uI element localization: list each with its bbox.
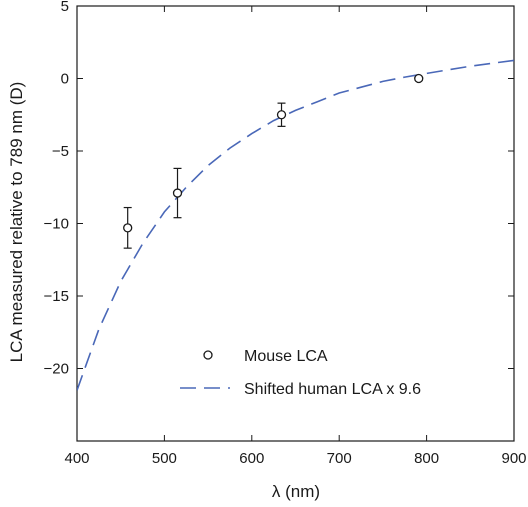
x-tick-label: 900 — [501, 450, 526, 467]
x-tick-label: 500 — [152, 450, 177, 467]
mouse-lca-point — [414, 73, 424, 84]
y-tick-label: −15 — [44, 288, 69, 305]
mouse-lca-point — [172, 188, 183, 198]
x-tick-label: 400 — [64, 450, 89, 467]
legend: Mouse LCA Shifted human LCA x 9.6 — [180, 348, 421, 398]
human-lca-line — [77, 59, 514, 391]
y-tick-label: 0 — [61, 71, 69, 88]
y-tick-label: −20 — [44, 361, 69, 378]
y-axis: 5 0 −5 −10 −15 −20 — [44, 0, 514, 378]
mouse-lca-series — [123, 73, 424, 249]
x-axis-label: λ (nm) — [272, 482, 320, 501]
y-tick-label: 5 — [61, 0, 69, 15]
y-axis-label: LCA measured relative to 789 nm (D) — [7, 82, 26, 363]
x-axis: 400 500 600 700 800 900 — [64, 6, 527, 467]
x-tick-label: 700 — [327, 450, 352, 467]
y-tick-label: −10 — [44, 216, 69, 233]
human-lca-series — [77, 59, 514, 391]
x-tick-label: 800 — [414, 450, 439, 467]
x-tick-label: 600 — [239, 450, 264, 467]
legend-label-human-lca: Shifted human LCA x 9.6 — [244, 381, 421, 398]
legend-marker-mouse-lca — [203, 350, 213, 360]
y-tick-label: −5 — [52, 143, 69, 160]
plot-border — [76, 5, 515, 442]
mouse-lca-point — [276, 110, 287, 120]
mouse-lca-point — [123, 223, 133, 233]
plot-frame — [76, 5, 515, 442]
legend-label-mouse-lca: Mouse LCA — [244, 348, 328, 365]
